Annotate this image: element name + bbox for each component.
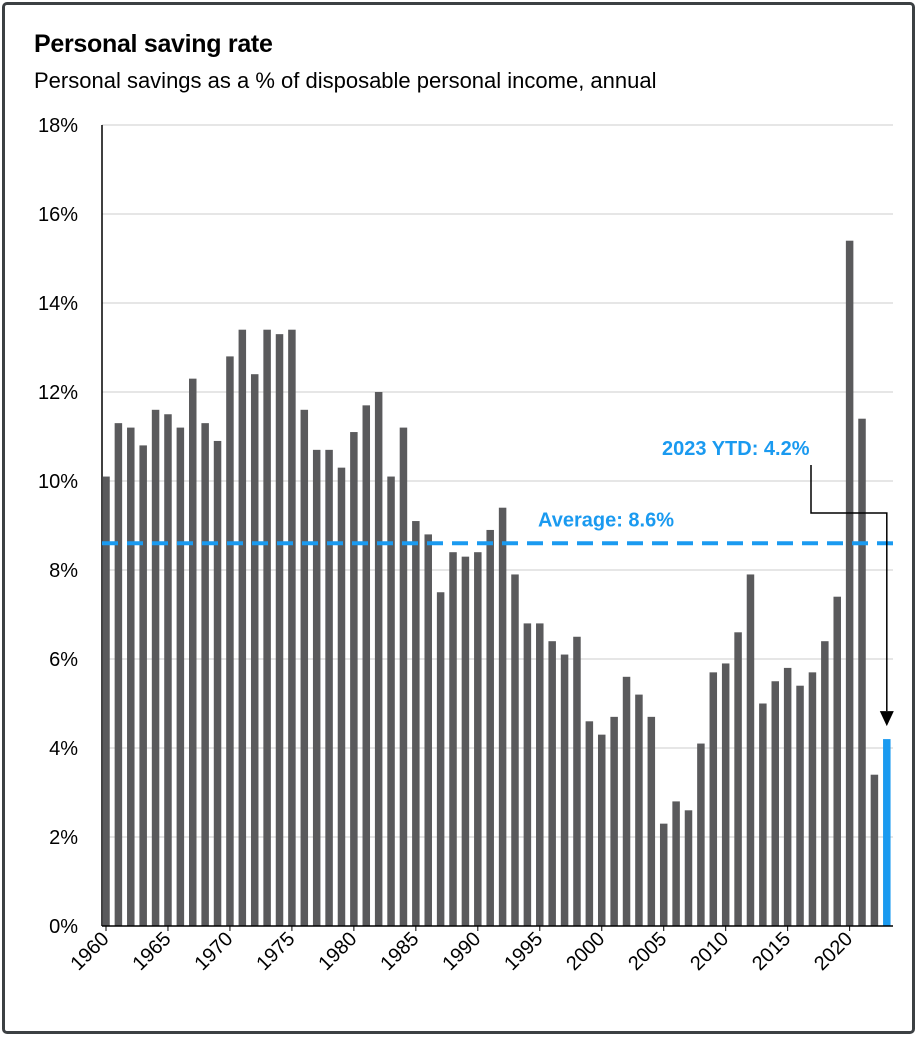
y-tick-label: 18%: [38, 115, 78, 137]
bar: [498, 507, 507, 926]
bar: [201, 423, 209, 926]
bar: [312, 449, 321, 926]
y-tick-label: 12%: [38, 382, 78, 404]
bar: [436, 592, 445, 926]
x-tick-label: 1970: [190, 928, 237, 975]
bar: [226, 356, 234, 926]
x-tick-label: 1965: [128, 928, 175, 975]
bar: [362, 405, 371, 927]
bar: [610, 716, 618, 926]
bar: [659, 823, 668, 926]
y-tick-label: 2%: [49, 827, 78, 849]
bar: [164, 414, 172, 926]
bar: [548, 641, 556, 926]
y-tick-label: 16%: [38, 204, 78, 226]
ytd-label: 2023 YTD: 4.2%: [662, 438, 810, 460]
bar: [238, 329, 247, 926]
bar: [697, 743, 705, 926]
y-tick-label: 4%: [49, 738, 78, 760]
x-tick-label: 2005: [624, 928, 671, 975]
bar: [771, 681, 780, 926]
ytd-arrow-head: [879, 711, 894, 727]
bar: [486, 529, 494, 926]
x-tick-label: 1995: [500, 928, 547, 975]
bar: [114, 423, 123, 926]
bar: [647, 716, 656, 926]
bar: [213, 440, 222, 926]
bar: [858, 418, 866, 926]
bar: [474, 552, 482, 926]
bar: [672, 801, 680, 926]
x-tick-label: 2010: [686, 928, 733, 975]
y-tick-label: 14%: [38, 293, 78, 315]
bar: [821, 641, 829, 926]
bar: [759, 703, 767, 926]
bar: [709, 672, 718, 926]
bar: [808, 672, 817, 926]
bar: [300, 409, 309, 926]
bar: [870, 774, 879, 926]
bar: [523, 623, 532, 926]
bar: [288, 329, 296, 926]
bar: [139, 445, 147, 926]
bar: [424, 534, 432, 926]
ytd-arrow-line: [810, 465, 888, 712]
bar: [461, 556, 470, 926]
y-tick-label: 8%: [49, 560, 78, 582]
y-tick-label: 10%: [38, 471, 78, 493]
bar: [635, 694, 643, 926]
bar: [585, 721, 594, 926]
bar: [721, 663, 730, 926]
y-tick-label: 6%: [49, 649, 78, 671]
y-tick-label: 0%: [49, 916, 78, 938]
x-tick-label: 1980: [314, 928, 361, 975]
bar: [263, 329, 271, 926]
bar: [511, 574, 519, 926]
bar: [275, 334, 284, 926]
bar: [250, 374, 259, 926]
bar: [796, 685, 804, 926]
bar: [449, 552, 457, 926]
bar: [597, 734, 606, 926]
chart-subtitle: Personal savings as a % of disposable pe…: [34, 68, 657, 93]
bar: [746, 574, 755, 926]
bar: [350, 432, 358, 926]
x-tick-label: 1985: [376, 928, 423, 975]
x-tick-label: 1975: [252, 928, 299, 975]
bar: [337, 467, 346, 926]
bar: [151, 409, 160, 926]
bar-highlight: [883, 739, 891, 926]
x-tick-label: 2000: [562, 928, 609, 975]
bar: [573, 636, 581, 926]
x-tick-label: 2015: [748, 928, 795, 975]
bar: [176, 427, 185, 926]
bar: [387, 476, 395, 926]
bar: [783, 667, 792, 926]
x-tick-label: 2020: [810, 928, 857, 975]
bar: [127, 427, 135, 926]
bar: [412, 521, 420, 926]
bar: [684, 810, 693, 926]
bar: [374, 392, 383, 926]
average-label: Average: 8.6%: [538, 509, 674, 531]
bar: [325, 449, 333, 926]
bar: [536, 623, 544, 926]
bar: [399, 427, 408, 926]
bar: [845, 240, 854, 926]
bar: [189, 378, 197, 926]
bar: [734, 632, 742, 926]
bar: [833, 596, 841, 926]
bar: [622, 676, 631, 926]
chart-title: Personal saving rate: [34, 30, 273, 58]
bar: [102, 476, 110, 926]
x-tick-label: 1990: [438, 928, 485, 975]
bar: [560, 654, 569, 926]
